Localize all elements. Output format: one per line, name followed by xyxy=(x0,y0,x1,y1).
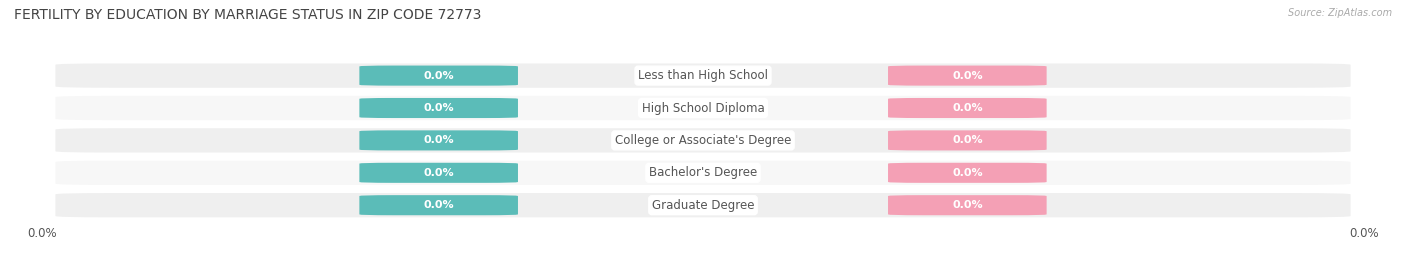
FancyBboxPatch shape xyxy=(889,163,1046,183)
FancyBboxPatch shape xyxy=(360,163,517,183)
Legend: Married, Unmarried: Married, Unmarried xyxy=(612,265,794,270)
FancyBboxPatch shape xyxy=(360,195,517,215)
FancyBboxPatch shape xyxy=(55,193,1351,217)
Text: 0.0%: 0.0% xyxy=(423,200,454,210)
Text: 0.0%: 0.0% xyxy=(423,168,454,178)
Text: College or Associate's Degree: College or Associate's Degree xyxy=(614,134,792,147)
Text: 0.0%: 0.0% xyxy=(952,103,983,113)
FancyBboxPatch shape xyxy=(889,66,1046,86)
Text: Graduate Degree: Graduate Degree xyxy=(652,199,754,212)
Text: 0.0%: 0.0% xyxy=(952,168,983,178)
Text: FERTILITY BY EDUCATION BY MARRIAGE STATUS IN ZIP CODE 72773: FERTILITY BY EDUCATION BY MARRIAGE STATU… xyxy=(14,8,481,22)
FancyBboxPatch shape xyxy=(889,130,1046,150)
Text: 0.0%: 0.0% xyxy=(952,70,983,81)
Text: 0.0%: 0.0% xyxy=(423,103,454,113)
FancyBboxPatch shape xyxy=(360,130,517,150)
Text: Source: ZipAtlas.com: Source: ZipAtlas.com xyxy=(1288,8,1392,18)
FancyBboxPatch shape xyxy=(360,66,517,86)
Text: Bachelor's Degree: Bachelor's Degree xyxy=(650,166,756,179)
FancyBboxPatch shape xyxy=(55,96,1351,120)
Text: Less than High School: Less than High School xyxy=(638,69,768,82)
FancyBboxPatch shape xyxy=(55,161,1351,185)
FancyBboxPatch shape xyxy=(55,128,1351,153)
Text: 0.0%: 0.0% xyxy=(423,135,454,146)
Text: 0.0%: 0.0% xyxy=(423,70,454,81)
Text: 0.0%: 0.0% xyxy=(952,200,983,210)
FancyBboxPatch shape xyxy=(889,98,1046,118)
Text: High School Diploma: High School Diploma xyxy=(641,102,765,114)
Text: 0.0%: 0.0% xyxy=(952,135,983,146)
FancyBboxPatch shape xyxy=(55,63,1351,88)
FancyBboxPatch shape xyxy=(889,195,1046,215)
FancyBboxPatch shape xyxy=(360,98,517,118)
